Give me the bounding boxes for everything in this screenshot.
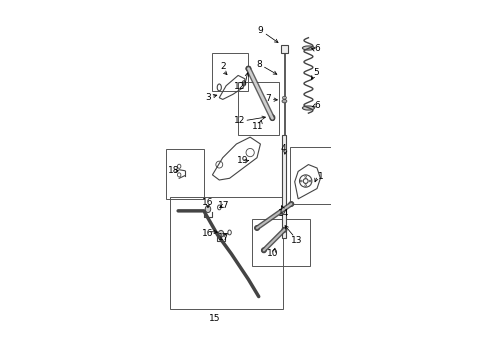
Bar (282, 135, 287, 238)
Ellipse shape (205, 206, 211, 212)
Ellipse shape (262, 248, 266, 253)
Text: 19: 19 (237, 156, 248, 165)
Bar (213, 53, 248, 91)
Bar (281, 45, 288, 53)
Text: 7: 7 (266, 94, 271, 103)
Text: 5: 5 (314, 68, 319, 77)
Ellipse shape (246, 66, 251, 71)
Ellipse shape (218, 230, 224, 237)
Text: 6: 6 (315, 101, 320, 110)
Ellipse shape (247, 67, 249, 70)
Text: 11: 11 (252, 122, 264, 131)
Text: 16: 16 (202, 198, 214, 207)
Ellipse shape (271, 116, 273, 118)
Bar (166, 149, 204, 199)
Text: 1: 1 (318, 172, 323, 181)
Ellipse shape (282, 99, 287, 103)
Ellipse shape (302, 106, 315, 110)
Bar (252, 220, 310, 266)
Text: 6: 6 (315, 44, 320, 53)
Text: 2: 2 (220, 62, 225, 71)
Ellipse shape (282, 227, 287, 232)
Bar (238, 82, 279, 135)
Ellipse shape (270, 116, 275, 121)
Text: 15: 15 (209, 314, 220, 323)
Text: 10: 10 (268, 249, 279, 258)
Ellipse shape (289, 202, 294, 206)
Text: 17: 17 (218, 201, 229, 210)
Bar (284, 50, 285, 135)
Text: 9: 9 (258, 26, 263, 35)
Ellipse shape (255, 226, 259, 230)
Text: 8: 8 (257, 60, 262, 69)
Ellipse shape (282, 96, 287, 99)
Text: 14: 14 (278, 209, 289, 218)
Text: 18: 18 (168, 166, 179, 175)
Bar (170, 197, 283, 309)
Bar (290, 148, 339, 204)
Text: 12: 12 (234, 82, 245, 91)
Text: 12: 12 (234, 116, 245, 125)
Text: 13: 13 (291, 235, 302, 244)
Text: 4: 4 (281, 144, 286, 153)
Text: 3: 3 (205, 93, 211, 102)
Text: 17: 17 (218, 233, 229, 242)
Text: 16: 16 (202, 229, 214, 238)
Ellipse shape (270, 115, 275, 120)
Ellipse shape (246, 66, 251, 71)
Ellipse shape (302, 46, 315, 50)
